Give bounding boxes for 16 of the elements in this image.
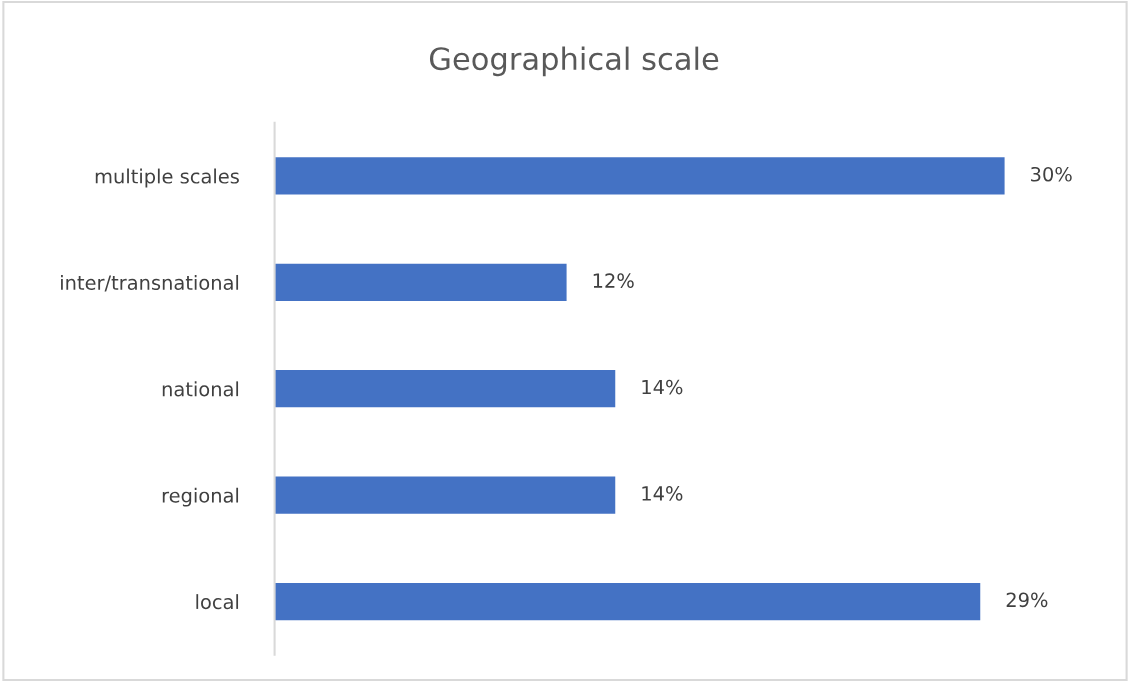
- data-label: 30%: [1031, 166, 1072, 182]
- bar: [274, 582, 981, 621]
- data-label: 14%: [642, 379, 683, 395]
- bar: [274, 157, 1005, 195]
- chart-title: Geographical scale: [429, 46, 719, 77]
- y-tick-label: inter/transnational: [61, 274, 239, 292]
- data-label: 12%: [593, 273, 634, 288]
- data-label: 29%: [1006, 592, 1048, 608]
- y-tick-label: regional: [162, 487, 239, 507]
- data-label: 14%: [642, 486, 683, 501]
- y-tick-label: local: [196, 594, 239, 610]
- bar: [274, 370, 616, 408]
- bar: [274, 263, 567, 301]
- bar: [274, 476, 616, 514]
- y-tick-label: multiple scales: [95, 168, 239, 188]
- y-tick-label: national: [162, 381, 239, 397]
